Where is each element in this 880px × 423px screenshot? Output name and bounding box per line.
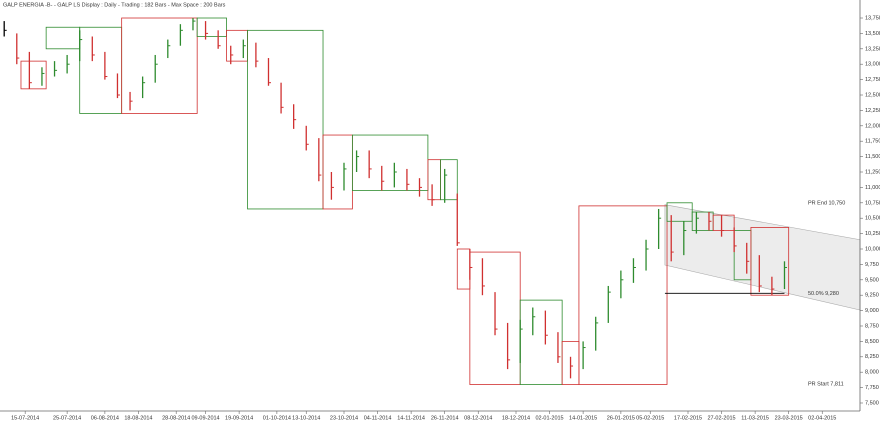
x-tick-label: 26-01-2015 [607,415,635,421]
x-tick-label: 14-01-2015 [569,415,597,421]
y-tick-label: 11,750 [865,139,880,145]
y-tick-label: 10,750 [865,200,880,206]
x-tick-label: 08-12-2014 [464,415,492,421]
x-tick-label: 28-08-2014 [162,415,190,421]
y-tick-label: 11,000 [865,185,880,191]
y-tick-label: 8,250 [865,354,879,360]
pattern-box [20,60,47,90]
x-tick-label: 02-01-2015 [535,415,563,421]
annotation: 50.0% 9,280 [808,291,839,297]
y-tick-label: 8,500 [865,339,879,345]
y-tick-label: 10,000 [865,246,880,252]
y-tick-label: 12,250 [865,108,880,114]
pattern-box [750,227,790,296]
x-tick-label: 23-03-2015 [775,415,803,421]
y-tick-label: 11,500 [865,154,880,160]
y-tick-label: 7,750 [865,385,879,391]
plot [3,17,861,385]
pattern-box [440,159,458,201]
y-tick-label: 12,500 [865,92,880,98]
pattern-box [247,29,324,210]
y-tick-label: 13,750 [865,15,880,21]
x-tick-label: 15-07-2014 [11,415,39,421]
y-tick-label: 9,500 [865,277,879,283]
x-tick-label: 23-10-2014 [330,415,358,421]
x-tick-label: 13-10-2014 [292,415,320,421]
x-tick-label: 17-02-2015 [674,415,702,421]
y-tick-label: 12,000 [865,123,880,129]
y-tick-label: 9,250 [865,293,879,299]
x-tick-label: 25-07-2014 [53,415,81,421]
y-tick-label: 13,500 [865,31,880,37]
annotation: PR End 10,750 [808,200,845,206]
x-tick-label: 14-11-2014 [397,415,425,421]
x-tick-label: 18-08-2014 [124,415,152,421]
x-tick-label: 04-11-2014 [364,415,392,421]
y-tick-label: 13,000 [865,62,880,68]
y-tick-label: 10,500 [865,216,880,222]
pattern-box [121,17,198,114]
x-tick-label: 26-11-2014 [431,415,459,421]
x-tick-label: 05-02-2015 [636,415,664,421]
x-tick-label: 27-02-2015 [707,415,735,421]
y-tick-label: 8,000 [865,370,879,376]
y-tick-label: 9,750 [865,262,879,268]
annotation: PR Start 7,811 [808,381,844,387]
y-tick-label: 11,250 [865,169,880,175]
pattern-box [196,17,227,37]
x-tick-label: 19-09-2014 [225,415,253,421]
y-tick-label: 7,500 [865,400,879,406]
y-tick-label: 8,750 [865,323,879,329]
y-tick-label: 12,750 [865,77,880,83]
y-tick-label: 10,250 [865,231,880,237]
x-tick-label: 18-12-2014 [502,415,530,421]
x-tick-label: 01-10-2014 [263,415,291,421]
x-tick-label: 06-08-2014 [91,415,119,421]
y-tick-label: 9,000 [865,308,879,314]
x-tick-label: 11-03-2015 [741,415,769,421]
pattern-box [578,205,668,385]
y-tick-label: 13,250 [865,46,880,52]
x-tick-label: 09-09-2014 [191,415,219,421]
x-tick-label: 02-04-2015 [808,415,836,421]
chart-title: GALP ENERGIA -B- - GALP LS Display : Dai… [3,2,226,8]
